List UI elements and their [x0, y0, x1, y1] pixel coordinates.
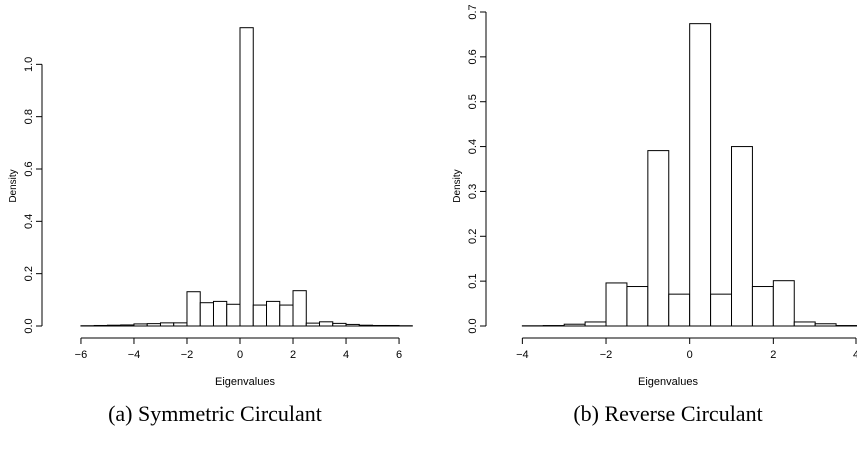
- histogram-bar: [751, 286, 774, 327]
- histogram-bar: [772, 280, 795, 327]
- histogram-reverse-circulant: −4 −2 0 2 4 Eigenvalues 0.0 0.1 0.2 0.3 0.4 0.5 0.6 0…: [452, 4, 857, 388]
- histogram-bar: [120, 324, 135, 327]
- y-tick-label: 0.0: [23, 318, 35, 333]
- histogram-bar: [252, 304, 267, 327]
- histogram-bar: [647, 150, 670, 327]
- x-tick-label: −2: [600, 349, 613, 361]
- histogram-bar: [731, 146, 753, 327]
- histogram-bar: [305, 322, 321, 327]
- histogram-bar: [345, 323, 360, 327]
- y-axis-label: Density: [8, 169, 19, 202]
- histogram-bar: [106, 324, 122, 327]
- y-tick-label: 0.0: [467, 318, 479, 333]
- y-tick-label: 0.3: [467, 184, 479, 199]
- x-tick-label: 4: [343, 349, 349, 361]
- histogram-bar: [814, 323, 837, 327]
- x-tick-label: 0: [237, 349, 243, 361]
- histogram-symmetric-circulant: −6 −4 −2 0 2 4 6 Eigenvalues 0.0 0.2 0.4 0.6 0.8 1.0 D…: [8, 27, 413, 388]
- caption-reverse-circulant: (b) Reverse Circulant: [573, 401, 762, 426]
- y-tick-label: 0.2: [23, 266, 35, 281]
- x-tick-label: 0: [687, 349, 693, 361]
- x-tick-label: 2: [770, 349, 776, 361]
- x-tick-label: −2: [181, 349, 194, 361]
- caption-symmetric-circulant: (a) Symmetric Circulant: [108, 401, 322, 426]
- histogram-bar: [710, 293, 733, 327]
- histogram-bar: [93, 324, 108, 327]
- histogram-bar: [186, 291, 201, 327]
- histogram-bar: [563, 323, 586, 327]
- y-tick-label: 1.0: [23, 57, 35, 72]
- histogram-bar: [173, 322, 188, 327]
- histogram-bar: [146, 323, 161, 327]
- histogram-bar: [668, 293, 691, 327]
- y-axis-label: Density: [452, 169, 463, 202]
- histogram-bar: [226, 303, 241, 327]
- histogram-bar: [319, 321, 334, 327]
- histogram-bar: [689, 23, 712, 327]
- histogram-bar: [626, 286, 649, 327]
- histogram-bar: [372, 324, 387, 327]
- y-tick-label: 0.6: [467, 49, 479, 64]
- histogram-bar: [332, 322, 347, 327]
- y-tick-label: 0.1: [467, 273, 479, 288]
- histogram-bar: [159, 322, 175, 327]
- histogram-bar: [199, 302, 214, 327]
- x-tick-label: −4: [128, 349, 141, 361]
- histogram-bar: [584, 321, 607, 327]
- x-tick-label: 2: [290, 349, 296, 361]
- histogram-bar: [358, 324, 374, 327]
- x-tick-label: 4: [853, 349, 857, 361]
- y-tick-label: 0.4: [467, 139, 479, 154]
- histogram-bar: [212, 300, 228, 327]
- histogram-bar: [279, 304, 294, 327]
- y-tick-label: 0.2: [467, 229, 479, 244]
- histogram-bar: [292, 290, 307, 327]
- y-tick-label: 0.4: [23, 214, 35, 229]
- y-tick-label: 0.8: [23, 109, 35, 124]
- histogram-bar: [605, 282, 628, 327]
- y-tick-label: 0.5: [467, 94, 479, 109]
- x-tick-label: −4: [516, 349, 529, 361]
- histogram-bar: [239, 27, 254, 327]
- histogram-bar: [385, 324, 400, 327]
- x-tick-label: 6: [396, 349, 402, 361]
- y-tick-label: 0.7: [467, 4, 479, 19]
- histogram-bar: [133, 323, 148, 327]
- x-tick-label: −6: [75, 349, 88, 361]
- histogram-bar: [266, 300, 281, 327]
- x-axis-label: Eigenvalues: [215, 376, 275, 388]
- x-axis-label: Eigenvalues: [638, 376, 698, 388]
- y-tick-label: 0.6: [23, 161, 35, 176]
- histogram-bar: [793, 321, 816, 327]
